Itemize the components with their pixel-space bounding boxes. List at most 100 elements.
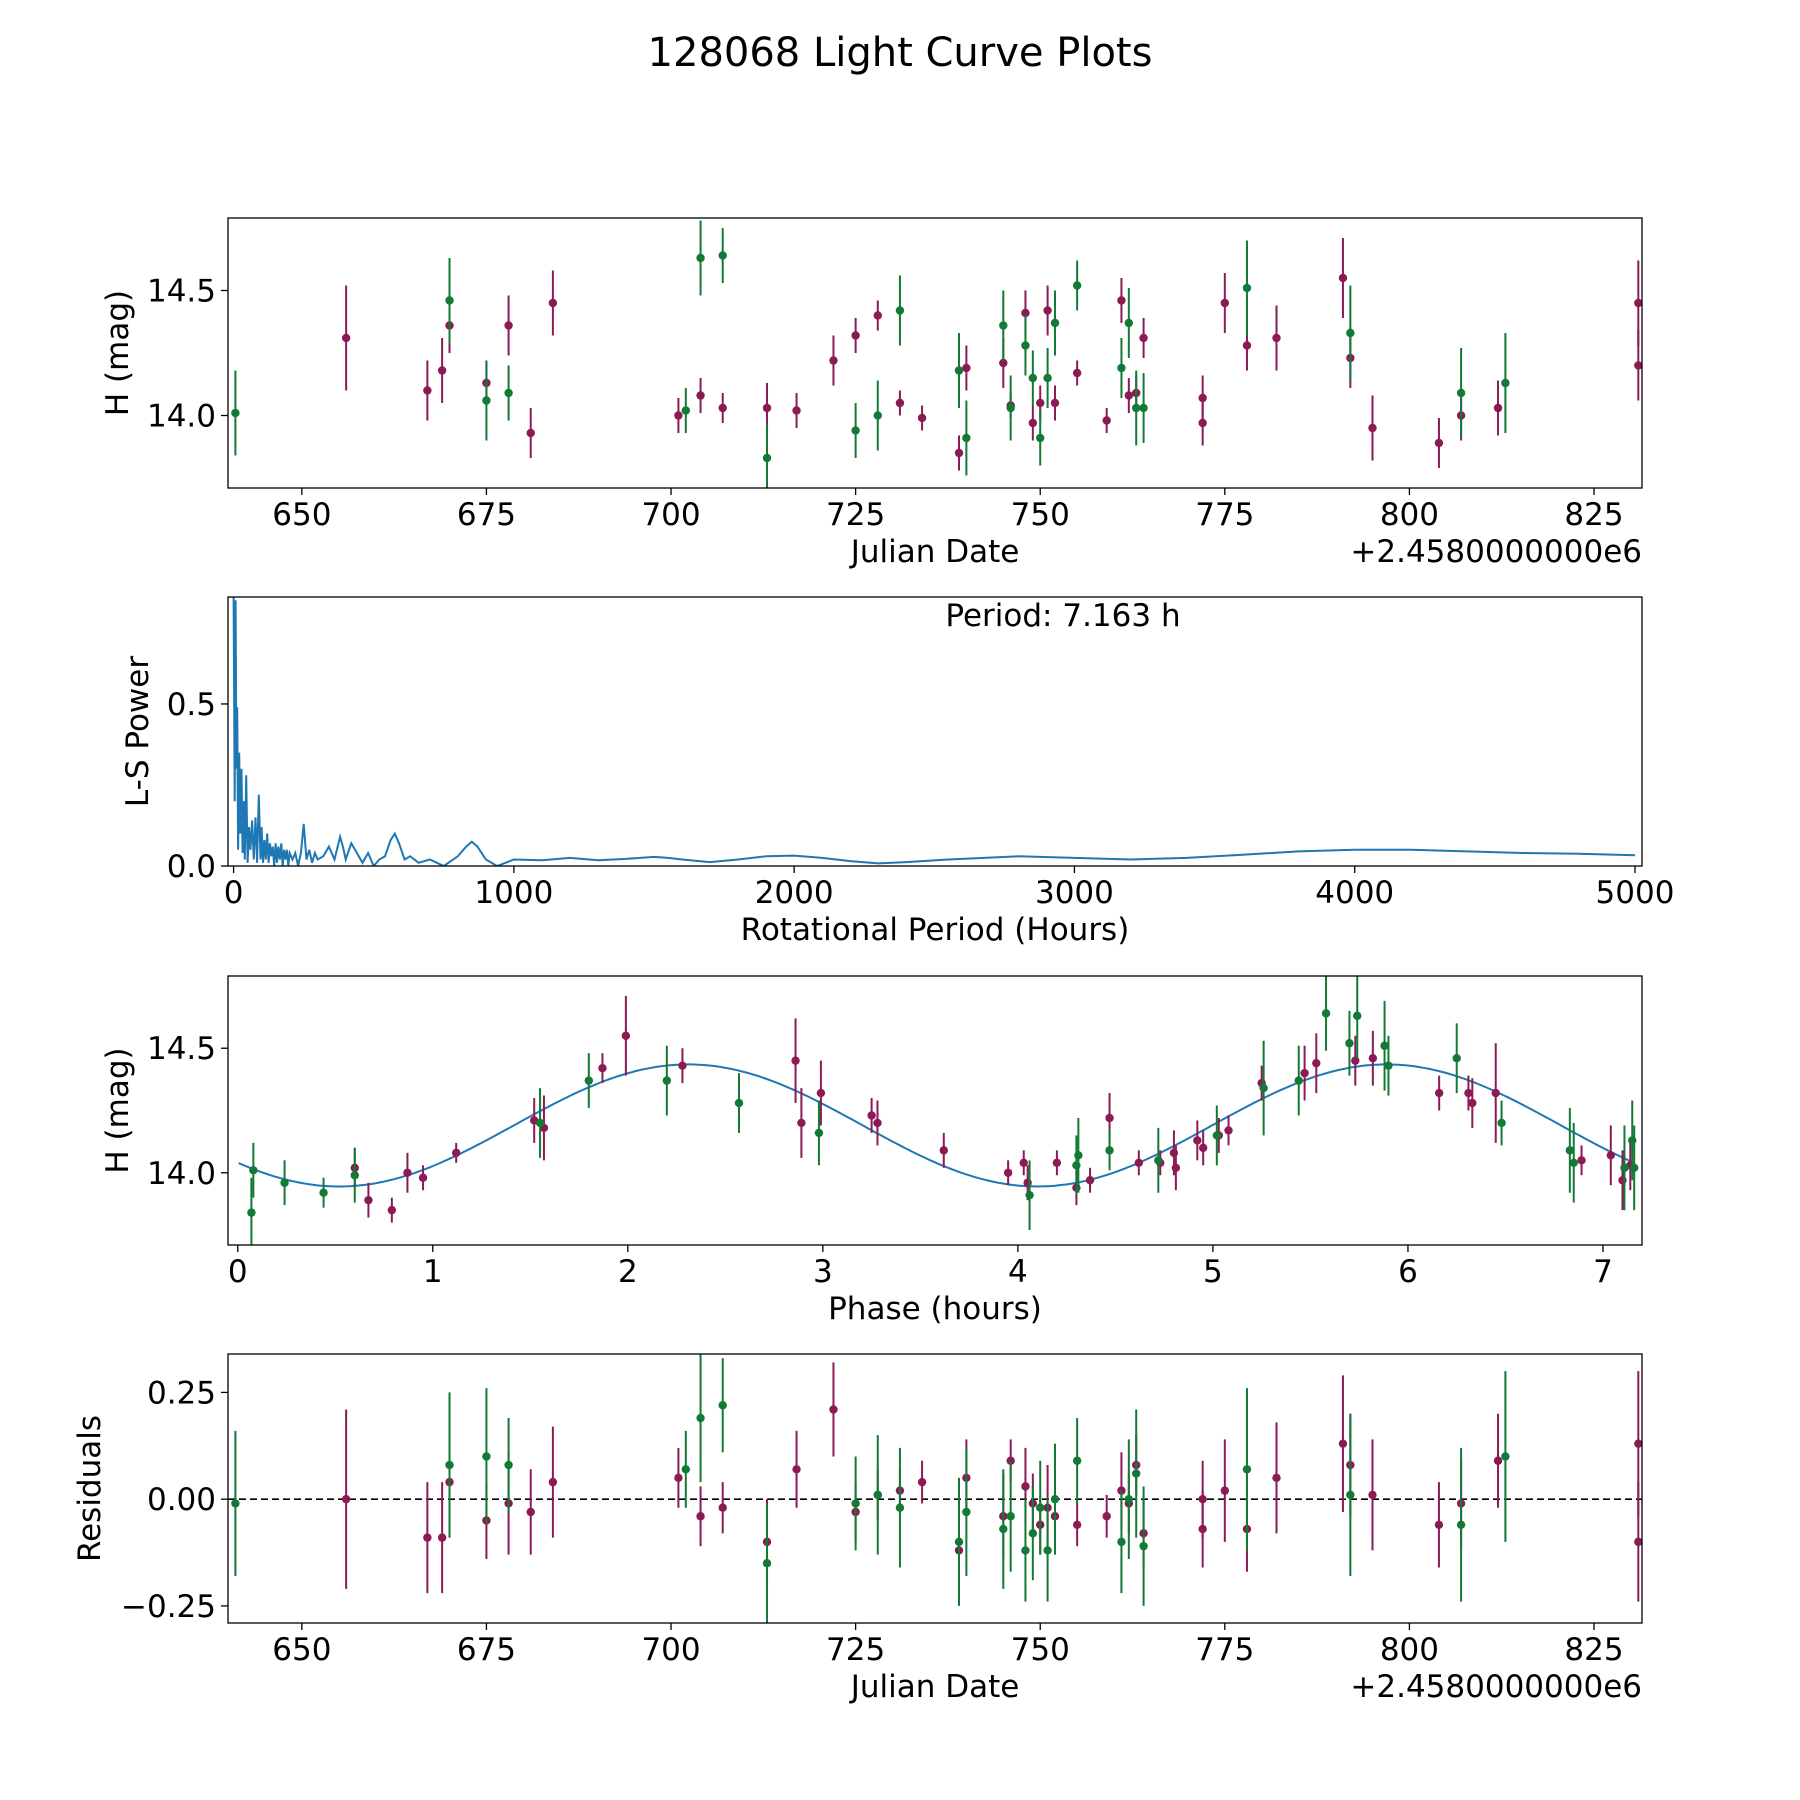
x-tick-label: 775 <box>1195 497 1254 533</box>
data-point-green <box>319 1177 328 1208</box>
data-point-green <box>1565 1108 1575 1193</box>
x-tick-label: 3000 <box>1035 875 1114 911</box>
x-tick-label: 7 <box>1593 1254 1613 1290</box>
data-point-green <box>851 1456 860 1551</box>
data-marker <box>814 1128 824 1138</box>
data-point-purple <box>1634 1482 1642 1602</box>
data-point-purple <box>1368 1030 1378 1086</box>
data-marker <box>917 1477 927 1487</box>
data-marker <box>1139 403 1148 413</box>
data-marker <box>1565 1146 1575 1155</box>
data-point-green <box>1021 1499 1030 1602</box>
x-offset-label: +2.4580000000e6 <box>1350 534 1642 570</box>
data-marker <box>1124 1494 1134 1504</box>
data-point-purple <box>1220 1439 1230 1542</box>
data-point-purple <box>917 405 927 431</box>
data-marker <box>598 1063 607 1073</box>
data-marker <box>718 403 727 413</box>
data-point-purple <box>548 270 558 336</box>
data-marker <box>1021 308 1030 318</box>
data-marker <box>792 1465 801 1474</box>
data-point-purple <box>423 1482 432 1594</box>
data-marker <box>526 1507 535 1517</box>
y-tick-label: 14.0 <box>147 399 216 435</box>
data-point-purple <box>674 1447 683 1508</box>
data-marker <box>895 1503 905 1512</box>
data-point-purple <box>504 295 513 356</box>
data-marker <box>851 426 860 435</box>
data-point-purple <box>696 378 705 413</box>
data-point-green <box>895 275 905 346</box>
data-point-green <box>445 258 454 343</box>
data-marker <box>1085 1176 1095 1185</box>
data-marker <box>1006 1512 1015 1521</box>
data-point-green <box>249 1142 258 1198</box>
data-point-purple <box>851 318 860 353</box>
data-point-green <box>1036 1460 1045 1555</box>
x-tick-label: 0 <box>228 1254 248 1290</box>
data-marker <box>1634 361 1642 370</box>
axes-frame <box>227 217 1643 489</box>
model-fit-curve <box>238 1063 1632 1188</box>
x-axis-label: Julian Date <box>849 534 1020 570</box>
data-point-green <box>584 1053 594 1109</box>
data-point-green <box>1629 1125 1639 1211</box>
data-marker <box>696 1512 705 1521</box>
data-point-purple <box>1019 1150 1028 1176</box>
data-marker <box>1006 403 1015 413</box>
data-point-green <box>696 220 705 296</box>
data-point-green <box>1074 1117 1083 1193</box>
data-point-green <box>1353 976 1362 1059</box>
data-point-purple <box>939 1132 948 1168</box>
data-marker <box>1043 1546 1052 1555</box>
data-marker <box>403 1168 412 1177</box>
data-point-purple <box>873 300 882 331</box>
data-point-purple <box>1028 405 1038 441</box>
x-axis-label: Phase (hours) <box>828 1291 1042 1327</box>
x-tick-label: 750 <box>1011 1632 1070 1668</box>
data-marker <box>1021 1546 1030 1555</box>
data-marker <box>1212 1131 1222 1140</box>
data-point-green <box>1050 1443 1060 1555</box>
plot-area <box>228 1354 1642 1623</box>
data-point-purple <box>1052 1150 1062 1176</box>
data-marker <box>1132 403 1141 413</box>
data-point-purple <box>1491 1043 1500 1143</box>
data-marker <box>1134 1158 1144 1168</box>
data-marker <box>816 1088 826 1098</box>
data-marker <box>662 1076 672 1085</box>
data-point-green <box>1117 338 1126 398</box>
data-point-purple <box>873 1100 882 1146</box>
data-marker <box>1124 318 1134 328</box>
data-point-purple <box>954 435 964 471</box>
data-marker <box>678 1061 687 1070</box>
data-marker <box>548 1477 558 1487</box>
data-point-green <box>814 1100 824 1166</box>
data-point-green <box>1132 1409 1141 1538</box>
data-point-green <box>734 1073 744 1133</box>
data-marker <box>249 1166 258 1175</box>
data-point-green <box>1028 1486 1038 1581</box>
data-marker <box>873 1118 882 1128</box>
data-marker <box>1493 1456 1503 1465</box>
y-axis-label: Residuals <box>72 1415 108 1562</box>
data-point-green <box>662 1045 672 1116</box>
data-marker <box>231 408 240 418</box>
data-marker <box>482 1452 491 1461</box>
data-marker <box>231 1499 240 1508</box>
data-point-green <box>1132 370 1141 446</box>
data-marker <box>867 1111 876 1120</box>
data-point-purple <box>1300 1045 1309 1101</box>
data-marker <box>1368 1490 1377 1500</box>
data-point-green <box>1456 1447 1466 1602</box>
data-point-purple <box>792 1430 801 1508</box>
data-marker <box>1025 1190 1034 1200</box>
data-point-purple <box>895 390 905 416</box>
data-point-green <box>482 1388 491 1525</box>
axes-frame <box>227 596 1643 867</box>
data-marker <box>1220 1486 1230 1495</box>
data-marker <box>1259 1083 1268 1093</box>
x-tick-label: 675 <box>457 497 516 533</box>
data-marker <box>1434 1088 1444 1098</box>
